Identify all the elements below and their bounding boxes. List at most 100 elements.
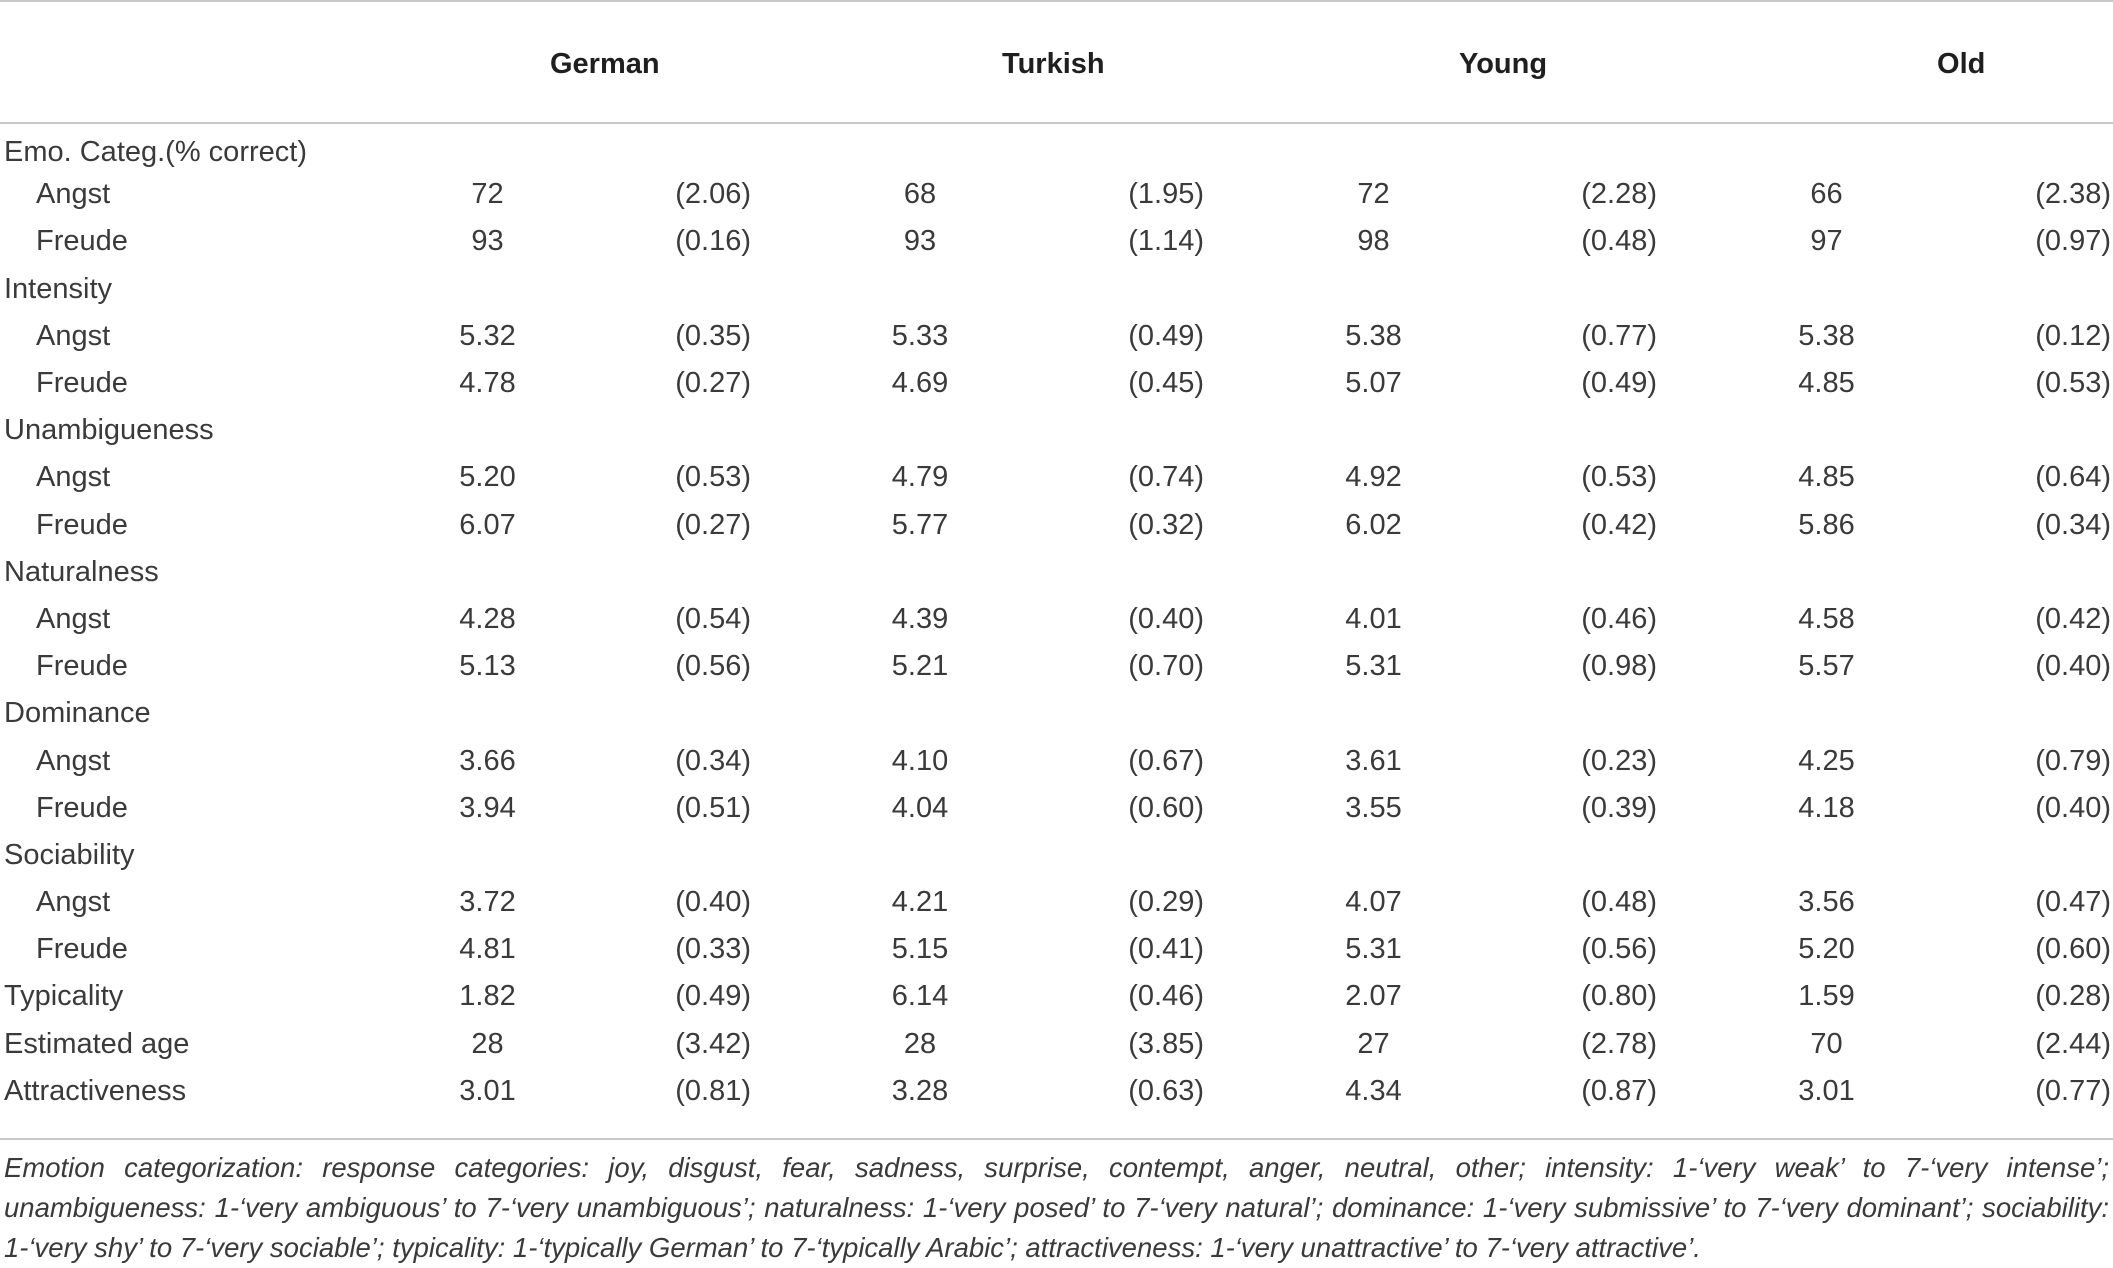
sd-cell	[635, 266, 753, 313]
table-row: Attractiveness 3.01 (0.81) 3.28 (0.63) 4.34 (0…	[0, 1068, 2113, 1115]
column-header-young: Young	[1459, 48, 1548, 80]
sd-cell: (0.46)	[1128, 980, 1205, 1013]
sd-cell: (0.48)	[1581, 225, 1658, 258]
mean-cell	[1206, 266, 1541, 313]
table-top-rule	[0, 0, 2113, 2]
sd-cell: (0.63)	[1128, 1074, 1205, 1107]
sd-cell	[1994, 690, 2113, 737]
row-label: Typicality	[4, 980, 124, 1013]
sd-cell: (0.40)	[2035, 791, 2112, 824]
mean-cell: 4.78	[459, 367, 516, 400]
sd-cell: (0.98)	[1581, 650, 1658, 683]
sd-cell: (0.41)	[1128, 933, 1205, 966]
mean-cell	[340, 266, 635, 313]
mean-cell	[753, 832, 1087, 879]
sd-cell: (2.28)	[1581, 178, 1658, 211]
mean-cell: 5.38	[1798, 319, 1855, 352]
table-row: Intensity	[0, 266, 2113, 313]
table-row: Freude 5.13 (0.56) 5.21 (0.70) 5.31 (0.98) 5.57…	[0, 643, 2113, 690]
sd-cell	[1994, 124, 2113, 171]
sd-cell: (0.81)	[675, 1074, 752, 1107]
sd-cell: (2.78)	[1581, 1027, 1658, 1060]
sd-cell: (0.67)	[1128, 744, 1205, 777]
sd-cell: (0.53)	[675, 461, 752, 494]
row-label: Freude	[36, 367, 128, 400]
mean-cell: 28	[903, 1027, 937, 1060]
sd-cell	[635, 832, 753, 879]
table-header-rule	[0, 122, 2113, 124]
column-header-old: Old	[1937, 48, 1986, 80]
mean-cell	[753, 407, 1087, 454]
mean-cell	[340, 124, 635, 171]
sd-cell	[1994, 407, 2113, 454]
sd-cell: (0.47)	[2035, 886, 2112, 919]
mean-cell: 5.77	[891, 508, 949, 541]
mean-cell: 5.20	[1798, 933, 1855, 966]
table-row: Freude 6.07 (0.27) 5.77 (0.32) 6.02 (0.42) 5.86…	[0, 502, 2113, 549]
section-label: Unambigueness	[4, 414, 214, 447]
sd-cell: (0.49)	[675, 980, 752, 1013]
sd-cell: (0.80)	[1581, 980, 1658, 1013]
sd-cell: (0.12)	[2035, 319, 2112, 352]
sd-cell	[1087, 407, 1206, 454]
mean-cell	[1206, 124, 1541, 171]
mean-cell: 4.10	[891, 744, 949, 777]
sd-cell	[635, 407, 753, 454]
mean-cell: 27	[1357, 1027, 1390, 1060]
row-label: Freude	[36, 508, 128, 541]
sd-cell: (0.77)	[2035, 1074, 2112, 1107]
mean-cell: 72	[471, 178, 504, 211]
table-bottom-rule	[0, 1138, 2113, 1140]
mean-cell: 4.69	[891, 367, 949, 400]
table-row: Angst 3.66 (0.34) 4.10 (0.67) 3.61 (0.23) 4.25 (…	[0, 737, 2113, 784]
table-row: Emo. Categ.(% correct)	[0, 124, 2113, 171]
sd-cell: (0.40)	[675, 886, 752, 919]
table-row: Freude 3.94 (0.51) 4.04 (0.60) 3.55 (0.39) 4.18…	[0, 785, 2113, 832]
mean-cell	[753, 124, 1087, 171]
mean-cell	[1659, 549, 1994, 596]
sd-cell: (0.34)	[675, 744, 752, 777]
row-label: Freude	[36, 933, 128, 966]
row-label: Angst	[36, 178, 111, 211]
table-footnote: Emotion categorization: response categor…	[4, 1152, 2109, 1263]
mean-cell: 93	[903, 225, 937, 258]
mean-cell: 97	[1810, 225, 1843, 258]
mean-cell: 4.34	[1345, 1074, 1402, 1107]
sd-cell: (2.38)	[2035, 178, 2112, 211]
sd-cell: (0.42)	[2035, 602, 2112, 635]
table-header-row: German Turkish Young Old	[0, 0, 2113, 124]
sd-cell: (0.74)	[1128, 461, 1205, 494]
sd-cell: (0.33)	[675, 933, 752, 966]
mean-cell: 4.25	[1798, 744, 1855, 777]
mean-cell: 5.20	[459, 461, 516, 494]
sd-cell: (0.53)	[2035, 367, 2112, 400]
sd-cell: (0.49)	[1128, 319, 1205, 352]
row-label: Freude	[36, 650, 128, 683]
sd-cell: (0.97)	[2035, 225, 2112, 258]
row-label: Angst	[36, 319, 111, 352]
mean-cell: 6.14	[891, 980, 949, 1013]
sd-cell: (0.46)	[1581, 602, 1658, 635]
sd-cell: (1.95)	[1128, 178, 1205, 211]
mean-cell: 5.21	[891, 650, 949, 683]
table-row: Angst 4.28 (0.54) 4.39 (0.40) 4.01 (0.46) 4.58 (…	[0, 596, 2113, 643]
sd-cell	[1541, 690, 1659, 737]
column-header-german: German	[550, 48, 660, 80]
table-row: Angst 72 (2.06) 68 (1.95) 72 (2.28) 66 (2.38)	[0, 171, 2113, 218]
section-label: Sociability	[4, 838, 135, 871]
mean-cell	[1206, 407, 1541, 454]
mean-cell: 5.31	[1345, 933, 1402, 966]
sd-cell	[1541, 549, 1659, 596]
row-label: Estimated age	[4, 1027, 190, 1060]
sd-cell: (0.35)	[675, 319, 752, 352]
header-label-column	[0, 0, 340, 124]
sd-cell: (0.39)	[1581, 791, 1658, 824]
sd-cell: (0.34)	[2035, 508, 2112, 541]
mean-cell	[340, 407, 635, 454]
sd-cell: (0.77)	[1581, 319, 1658, 352]
mean-cell	[1659, 832, 1994, 879]
sd-cell: (0.28)	[2035, 980, 2112, 1013]
mean-cell: 4.04	[891, 791, 949, 824]
table-row: Naturalness	[0, 549, 2113, 596]
mean-cell: 5.86	[1798, 508, 1855, 541]
